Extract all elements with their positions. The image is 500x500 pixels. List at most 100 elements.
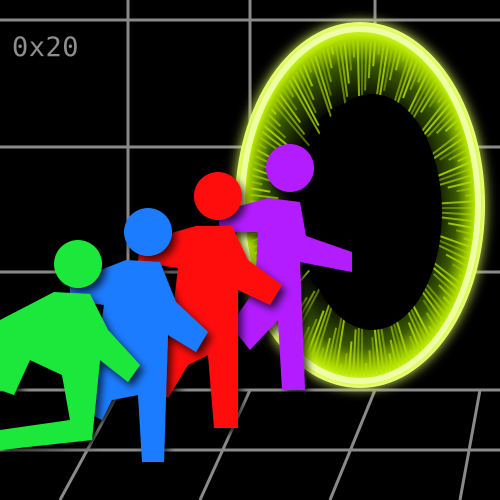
portal-flame-spike [438,174,473,187]
portal-flame-spike [339,43,349,97]
portal-flame-spike [447,180,473,189]
portal-flame-spike [412,79,436,120]
portal-flame-spike [452,263,467,274]
portal-flame-spike [273,103,310,147]
portal-flame-spike [347,41,353,71]
portal-flame-spike [310,57,334,123]
portal-flame-spike [251,180,263,186]
portal-flame-spike [278,93,302,124]
portal-flame-spike [322,50,332,83]
portal-flame-spike [438,284,456,303]
portal-flame-spike [455,229,473,236]
portal-flame-spike [270,108,277,115]
portal-flame-spike [444,119,459,132]
portal-flame-spike [367,40,372,79]
portal-flame-spike [330,46,335,55]
portal-flame-spike [388,353,394,370]
portal-flame-spike [378,44,390,102]
portal-flame-spike [265,119,287,139]
portal-flame-spike [250,193,279,200]
portal-flame-spike [371,337,377,375]
portal-flame-spike [302,64,314,87]
portal-flame-spike [395,57,414,108]
portal-flame-spike [418,287,446,323]
portal-flame-spike [390,325,402,366]
portal-flame-spike [426,108,454,138]
portal-flame-spike [420,84,439,113]
portal-flame-spike [302,318,318,352]
portal-flame-spike [368,350,372,376]
portal-flame-spike [343,353,348,375]
portal-flame-spike [456,187,474,193]
portal-flame-spike [339,364,343,373]
portal-flame-spike [310,301,332,359]
portal-flame-spike [318,52,332,96]
portal-flame-spike [318,347,325,364]
purple-runner [218,144,352,390]
portal-flame-spike [288,79,323,139]
portal-flame-spike [440,216,474,223]
portal-flame-spike [364,40,368,91]
portal-flame-spike [408,335,418,355]
portal-flame-spike [428,88,443,108]
portal-flame-spike [442,296,454,308]
portal-flame-spike [347,341,353,375]
portal-flame-spike [439,142,467,161]
portal-flame-spike [445,253,468,268]
green-runner [0,240,140,450]
portal-flame-spike [435,113,456,135]
portal-flame-spike [458,273,465,280]
portal-flame-spike [409,64,422,91]
portal-flame-spike [276,98,306,135]
portal-flame-spike [383,46,394,91]
portal-flame-spike [448,148,468,161]
portal-flame-spike [437,93,446,104]
portal-flame-spike [401,52,406,61]
portal-flame-spike [352,40,356,58]
portal-flame-spike [432,273,459,297]
portal-flame-spike [454,125,461,131]
portal-flame-spike [250,187,271,193]
portal-flame-spike [314,55,333,110]
portal-flame-spike [394,50,402,71]
portal-flame-spike [377,41,381,55]
portal-flame-spike [298,67,315,101]
portal-flame-spike [373,324,381,375]
portal-flame-spike [438,244,469,261]
portal-flame-spike [448,222,474,229]
portal-flame-spike [407,322,422,352]
portal-flame-spike [430,136,465,162]
blue-runner [70,208,208,462]
portal-flame-spike [281,88,298,111]
portal-flame-spike [326,48,333,69]
portal-flame-spike [402,61,418,99]
portal-flame-spike [372,41,377,67]
portal-flame-spike [406,308,426,349]
portal-flame-spike [352,329,357,376]
hex-counter-label: 0x20 [12,32,80,63]
portal-flame-spike [389,339,398,368]
portal-flame-spike [425,312,439,332]
portal-flame-spike [295,71,317,114]
portal-flame-spike [334,44,348,111]
portal-flame-spike [306,61,313,73]
portal-flame-spike [330,316,343,370]
portal-flame-spike [422,299,443,328]
portal-flame-spike [291,75,320,127]
portal-flame-spike [463,237,473,242]
portal-flame-spike [388,48,398,81]
portal-flame-spike [326,327,338,368]
portal-flame-spike [465,193,474,197]
portal-flame-spike [428,325,436,337]
portal-flame-spike [285,84,295,98]
red-runner [138,172,282,428]
portal-flame-spike [322,337,331,366]
portal-flame-spike [417,67,426,83]
portal-flame-spike [306,310,325,355]
portal-flame-spike [457,155,469,163]
portal-flame-spike [409,349,414,359]
portal-flame-spike [268,113,282,128]
portal-flame-spike [343,41,350,84]
portal-flame-spike [257,142,267,150]
